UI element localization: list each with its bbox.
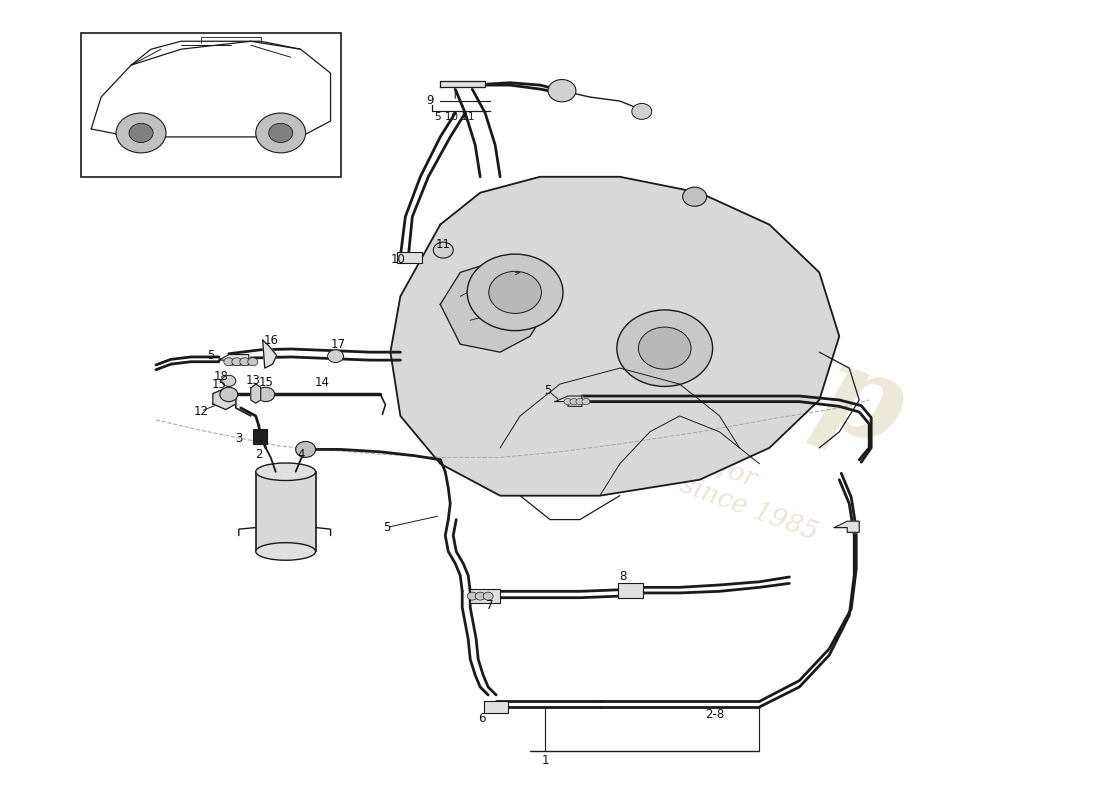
Ellipse shape (255, 463, 316, 481)
Circle shape (683, 187, 706, 206)
Circle shape (488, 271, 541, 314)
Bar (397, 252, 422, 263)
Text: a passion for
performance since 1985: a passion for performance since 1985 (508, 383, 832, 545)
Polygon shape (213, 388, 235, 410)
Circle shape (548, 79, 576, 102)
Circle shape (564, 398, 572, 405)
Text: 3: 3 (235, 432, 242, 445)
Circle shape (468, 592, 477, 600)
Bar (253, 430, 266, 444)
Polygon shape (251, 384, 261, 403)
Text: 8: 8 (619, 570, 627, 583)
Text: 10: 10 (390, 253, 406, 266)
Text: 12: 12 (194, 405, 208, 418)
Text: 2: 2 (255, 448, 263, 461)
Text: 5: 5 (383, 521, 390, 534)
Circle shape (631, 103, 651, 119)
Polygon shape (219, 354, 249, 365)
Bar (255, 472, 316, 551)
Circle shape (223, 358, 234, 366)
Text: 18: 18 (213, 370, 229, 382)
Text: 9: 9 (427, 94, 434, 106)
Circle shape (256, 387, 275, 402)
Circle shape (240, 358, 250, 366)
Circle shape (222, 375, 235, 386)
Text: 14: 14 (315, 376, 330, 389)
Text: 5 10 11: 5 10 11 (436, 112, 475, 122)
Polygon shape (440, 257, 550, 352)
Ellipse shape (255, 542, 316, 560)
Text: 4: 4 (297, 448, 305, 461)
Circle shape (468, 254, 563, 330)
Circle shape (268, 123, 293, 142)
Text: 6: 6 (478, 712, 486, 726)
Circle shape (220, 387, 238, 402)
Text: 15: 15 (258, 376, 273, 389)
Text: 5: 5 (544, 384, 552, 397)
Text: europ: europ (519, 233, 920, 472)
Polygon shape (556, 396, 582, 406)
Circle shape (638, 327, 691, 370)
Circle shape (232, 358, 242, 366)
Text: 17: 17 (331, 338, 346, 350)
Circle shape (475, 592, 485, 600)
Circle shape (255, 113, 306, 153)
Circle shape (483, 592, 493, 600)
Polygon shape (390, 177, 839, 496)
Bar (470, 589, 500, 603)
Circle shape (296, 442, 316, 458)
Polygon shape (834, 521, 859, 532)
Text: 7: 7 (486, 599, 494, 612)
Circle shape (117, 113, 166, 153)
Circle shape (129, 123, 153, 142)
Text: 11: 11 (436, 238, 451, 251)
Bar (484, 702, 508, 714)
Polygon shape (440, 81, 485, 86)
Polygon shape (263, 340, 277, 368)
Circle shape (328, 350, 343, 362)
Circle shape (582, 398, 590, 405)
Text: 15: 15 (211, 378, 227, 391)
Text: 5: 5 (207, 349, 215, 362)
Text: 1: 1 (541, 754, 549, 767)
Circle shape (433, 242, 453, 258)
Text: 2-8: 2-8 (705, 709, 724, 722)
Text: 13: 13 (245, 374, 261, 386)
Bar (81, 34, 341, 177)
Circle shape (617, 310, 713, 386)
Circle shape (248, 358, 257, 366)
Text: 16: 16 (263, 334, 278, 346)
Circle shape (570, 398, 578, 405)
Bar (618, 583, 642, 598)
Circle shape (576, 398, 584, 405)
